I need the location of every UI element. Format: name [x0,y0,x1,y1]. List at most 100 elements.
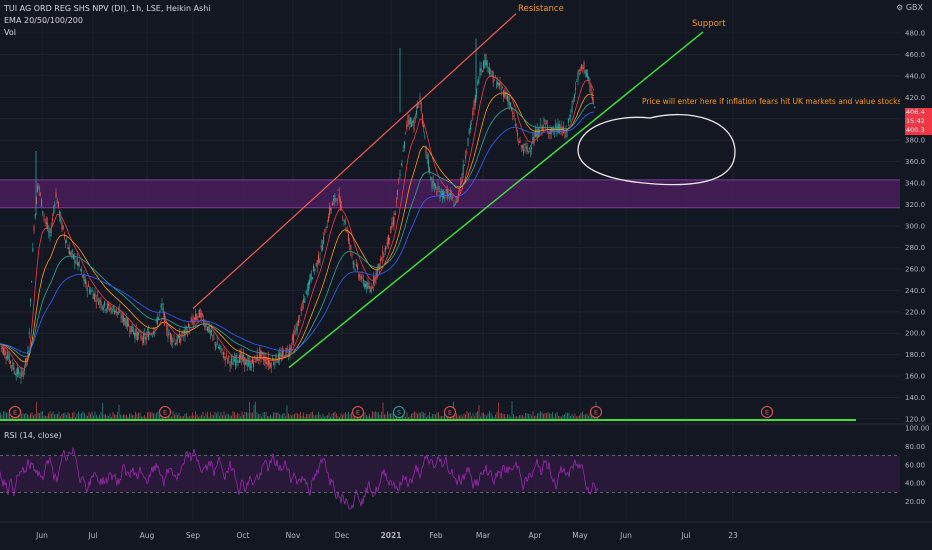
candle-body [506,96,508,101]
candle-body [122,315,124,323]
volume-bar [541,412,543,419]
candle-body [400,164,402,166]
volume-bar [348,411,349,419]
candle-body [241,355,243,359]
candle-body [56,199,58,204]
candle-body [277,354,279,362]
rsi-legend[interactable]: RSI (14, close) [4,431,62,440]
volume-bar [544,412,546,419]
candle-body [217,346,219,349]
event-marker [444,406,456,418]
candle-body [273,363,275,365]
volume-bar [243,414,244,419]
volume-bar [298,414,300,419]
volume-bar [21,414,22,419]
candle-body [536,128,538,139]
volume-bar [196,414,198,419]
volume-bar [141,416,142,419]
event-marker [352,406,364,418]
volume-bar [157,411,159,419]
candle-body [353,263,355,266]
candle-body [183,330,185,332]
volume-bar [96,414,97,419]
currency-button[interactable]: ⚙ GBX [893,2,926,13]
volume-bar [19,412,21,419]
candle-body [440,189,442,197]
candle-body [175,342,177,345]
volume-bar [574,413,576,419]
volume-bar [177,414,178,419]
volume-bar [123,414,124,419]
time-axis-label: Feb [429,531,443,540]
candle-body [144,336,146,341]
candle-body [326,225,328,228]
candle-body [283,351,285,352]
price-axis-tick: 240.0 [905,287,925,295]
candle-body [13,367,15,370]
candle-body [441,190,443,198]
volume-bar [316,414,318,419]
symbol-legend[interactable]: TUI AG ORD REG SHS NPV (DI), 1h, LSE, He… [4,4,211,13]
candle-body [392,222,394,224]
volume-bar [169,416,171,419]
candle-body [181,331,183,337]
candle-body [14,373,16,375]
candle-body [60,215,62,222]
candle-body [466,151,468,153]
volume-bar [384,414,385,419]
volume-bar [480,416,481,419]
volume-bar [555,413,556,419]
candle-body [543,119,545,123]
candle-body [435,185,437,188]
candle-body [590,91,592,93]
candle-body [465,155,467,159]
candle-body [368,286,370,288]
volume-legend[interactable]: Vol [4,28,16,37]
time-axis-label: Jul [680,531,690,540]
candle-body [444,196,446,199]
candle-body [180,338,182,342]
candle-body [473,105,475,110]
volume-bar [543,413,544,419]
volume-bar [432,413,433,419]
candle-body [338,193,340,201]
volume-bar [460,414,462,419]
candle-body [355,263,357,267]
candle-body [79,269,81,270]
candle-body [111,308,113,313]
volume-bar [423,412,424,419]
volume-bar [318,411,319,419]
candle-body [512,112,514,114]
candle-body [3,348,5,355]
candle-body [519,140,521,143]
volume-bar [391,413,393,419]
volume-bar [403,415,405,419]
candle-body [420,102,422,112]
volume-bar [421,411,423,419]
candle-body [361,274,363,275]
candle-body [8,353,10,363]
candle-body [448,193,450,199]
volume-bar [418,412,420,419]
candle-body [535,130,537,137]
volume-bar [174,414,175,419]
volume-bar [229,415,231,419]
volume-bar [337,416,339,419]
candle-body [437,185,439,190]
price-axis-tick: 420.0 [905,94,925,102]
volume-bar [508,414,510,419]
candle-body [406,124,408,130]
rsi-axis-tick: 60.00 [905,461,925,469]
volume-bar [238,414,240,419]
volume-bar [76,413,78,419]
candle-body [426,154,428,159]
candle-body [204,324,206,328]
volume-bar [24,413,25,419]
candle-body [534,131,536,138]
volume-bar [30,413,31,419]
candle-body [229,362,231,367]
ema-legend[interactable]: EMA 20/50/100/200 [4,16,83,25]
candle-body [327,216,329,222]
volume-bar [73,411,75,419]
